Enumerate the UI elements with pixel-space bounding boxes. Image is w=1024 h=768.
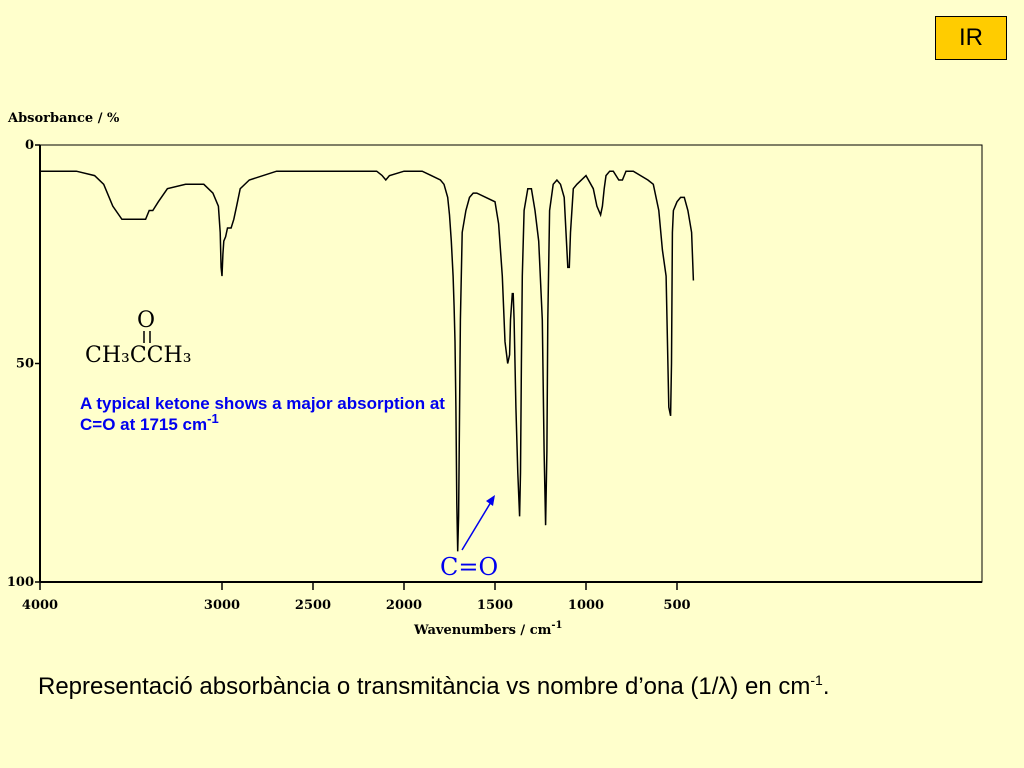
x-tick-label: 2000 [386, 598, 422, 613]
x-tick-label: 1500 [477, 598, 513, 613]
slide-caption: Representació absorbància o transmitànci… [38, 672, 830, 700]
x-tick-label: 4000 [22, 598, 58, 613]
x-tick-label: 1000 [568, 598, 604, 613]
x-tick-label: 3000 [204, 598, 240, 613]
x-tick-label: 2500 [295, 598, 331, 613]
y-tick-label: 50 [16, 357, 34, 372]
peak-arrow-line [461, 501, 492, 551]
ir-badge: IR [935, 16, 1007, 60]
x-tick-label: 500 [663, 598, 690, 613]
acetone-structure: O CH₃CCH₃ [85, 308, 192, 368]
spectrum-line [40, 170, 695, 552]
ketone-note-line2: C=O at 1715 cm-1 [80, 411, 219, 434]
carbonyl-oxygen: O [137, 308, 155, 333]
y-tick-label: 100 [7, 575, 34, 590]
peak-label-co: C=O [440, 553, 498, 581]
acetone-formula: CH₃CCH₃ [85, 343, 192, 368]
x-axis-label: Wavenumbers / cm-1 [413, 620, 563, 638]
y-axis-label: Absorbance / % [7, 111, 120, 126]
ir-spectrum-chart: Absorbance / % 0 50 100 4000 3000 2500 2000 15… [7, 111, 983, 638]
peak-arrowhead [486, 495, 495, 506]
ketone-note-line1: A typical ketone shows a major absorptio… [80, 394, 445, 413]
y-tick-label: 0 [25, 138, 34, 153]
